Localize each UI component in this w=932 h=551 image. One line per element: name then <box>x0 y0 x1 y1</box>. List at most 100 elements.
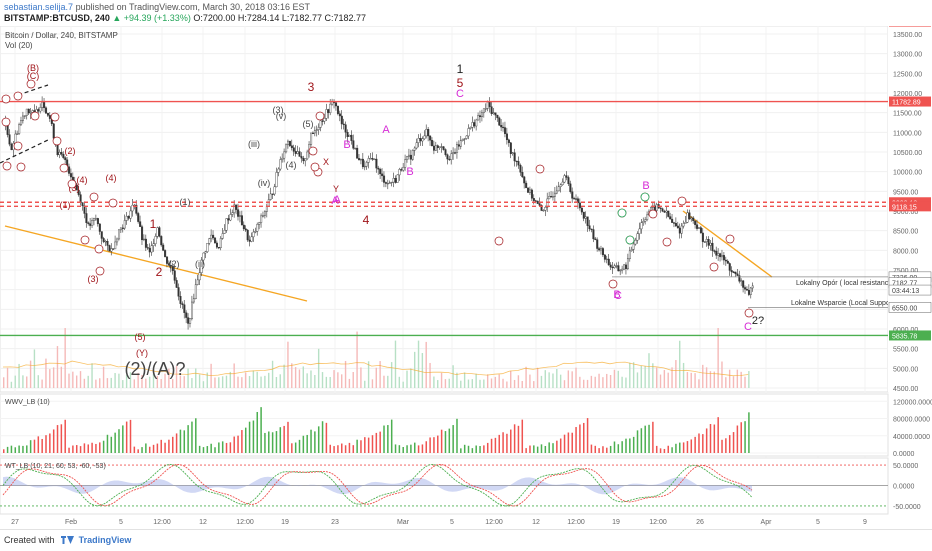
wwv-bar <box>471 448 474 453</box>
candle-body <box>707 239 710 246</box>
candle-body <box>18 124 21 134</box>
candle-body <box>457 144 460 147</box>
candle-body <box>404 159 407 168</box>
publish-info: sebastian.selija.7 published on TradingV… <box>4 2 310 12</box>
price-axis[interactable]: 13500.00 13000.00 12500.00 12000.00 11500.00… <box>888 16 932 393</box>
candle-body <box>62 153 65 158</box>
wwv-bar <box>125 421 128 453</box>
wwv-indicator-pane[interactable]: WWV_LB (10) 120000.0000 80000.0000 40000.0… <box>0 393 932 458</box>
volume-bar <box>37 375 39 388</box>
wwv-bar <box>632 436 635 453</box>
candle-body <box>14 133 17 144</box>
candle-body <box>288 140 291 146</box>
candle-body <box>283 151 286 159</box>
trend-line <box>682 210 773 278</box>
candle-body <box>390 181 393 184</box>
volume-bar <box>179 375 182 388</box>
candle-body <box>43 102 46 109</box>
candle-body <box>171 266 174 271</box>
candle-body <box>544 207 547 211</box>
wwv-bar <box>275 431 278 453</box>
wave-circle-marker <box>13 91 23 101</box>
time-axis[interactable]: 27 Feb 5 12:00 12 12:00 19 23 Mar 5 12:00 12 12:00 19… <box>0 515 888 529</box>
candle-body <box>559 184 562 187</box>
candle-body <box>229 214 232 221</box>
volume-bar <box>437 380 439 388</box>
volume-bar <box>694 373 696 388</box>
volume-bar <box>75 375 78 388</box>
candle-body <box>156 227 159 237</box>
volume-bar <box>556 368 558 388</box>
wwv-bar <box>467 445 470 453</box>
wwv-bar <box>510 429 512 453</box>
wwv-bar <box>594 445 597 453</box>
candle-body <box>287 140 290 146</box>
candle-body <box>235 204 238 210</box>
candle-body <box>552 196 555 198</box>
candle-body <box>409 154 412 160</box>
volume-bar <box>444 379 447 388</box>
wwv-bar <box>64 419 66 453</box>
wt-indicator-pane[interactable]: WT_LB (10, 21, 60, 53, -60, -53) 50.0000… <box>0 457 921 515</box>
tradingview-link[interactable]: TradingView <box>78 535 132 545</box>
wwv-bar <box>198 445 201 453</box>
candle-body <box>154 236 157 244</box>
volume-bar <box>10 381 13 388</box>
candle-body <box>141 226 144 241</box>
candle-body <box>325 109 328 119</box>
wwv-bar <box>256 411 259 453</box>
volume-bar <box>659 374 662 388</box>
candle-body <box>344 124 347 133</box>
candle-body <box>749 287 752 295</box>
candle-body <box>396 174 399 183</box>
volume-bar <box>352 372 354 388</box>
candle-body <box>79 194 82 203</box>
tradingview-logo-icon <box>61 536 75 544</box>
author-link[interactable]: sebastian.selija.7 <box>4 2 74 12</box>
candle-body <box>746 289 749 291</box>
wwv-bar <box>728 435 731 453</box>
candle-body <box>158 227 161 237</box>
candle-body <box>388 182 391 184</box>
candle-body <box>406 156 409 160</box>
volume-bar <box>191 378 193 388</box>
volume-bar <box>106 378 109 388</box>
volume-bar <box>271 360 274 388</box>
volume-bar <box>360 367 362 388</box>
wwv-bar <box>598 448 600 453</box>
candle-body <box>734 271 737 275</box>
volume-bar <box>91 363 93 388</box>
wave-circle-marker <box>308 146 318 156</box>
candle-body <box>386 183 389 185</box>
candle-body <box>265 206 268 212</box>
candle-body <box>206 243 209 252</box>
wwv-bar <box>195 418 197 453</box>
volume-bar <box>606 373 608 388</box>
wwv-bar <box>229 442 232 453</box>
candle-body <box>52 123 55 139</box>
candle-body <box>546 198 549 208</box>
volume-bar <box>264 375 266 388</box>
candle-body <box>160 236 163 246</box>
wave-label: 1 <box>150 217 157 231</box>
candle-body <box>56 144 59 156</box>
candle-body <box>75 184 78 191</box>
candle-body <box>680 225 683 234</box>
ohlc-values: O:7200.00 H:7284.14 L:7182.77 C:7182.77 <box>193 13 366 23</box>
volume-bar <box>83 378 86 388</box>
candle-body <box>488 101 491 107</box>
volume-bar <box>748 371 750 388</box>
wave-label: A <box>333 194 341 206</box>
candle-body <box>41 102 44 108</box>
candle-body <box>671 218 674 223</box>
volume-bar <box>118 373 120 388</box>
candle-body <box>513 152 516 162</box>
created-with: Created with TradingView <box>4 535 131 545</box>
wwv-bar <box>625 438 627 453</box>
candle-body <box>732 271 735 273</box>
candle-body <box>467 128 470 137</box>
candle-body <box>258 222 261 225</box>
volume-bar <box>483 379 485 388</box>
